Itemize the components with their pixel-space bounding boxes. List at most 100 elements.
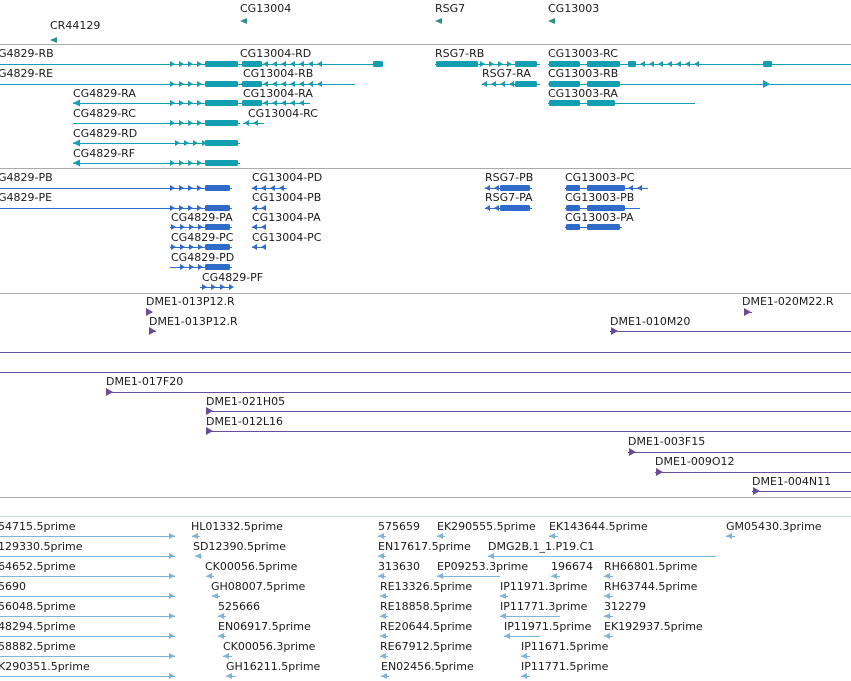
transcript[interactable]: CG13004-RA — [240, 87, 313, 106]
est-feature[interactable]: EN06917.5prime — [218, 620, 311, 639]
transcript[interactable]: CG4829-RD — [73, 127, 240, 147]
transcript[interactable]: CG4829-RA — [73, 87, 240, 107]
feature-label: DME1-004N11 — [752, 475, 831, 488]
est-feature[interactable]: GH08007.5prime — [211, 580, 306, 599]
clone-end-marker — [744, 308, 751, 316]
est-feature[interactable]: 575659 — [378, 520, 420, 539]
est-feature[interactable]: EK290555.5prime — [437, 520, 536, 539]
est-feature[interactable]: EN02456.5prime — [381, 660, 474, 679]
est-feature[interactable]: 54715.5prime — [0, 520, 175, 539]
strand-arrow — [73, 159, 80, 167]
est-feature[interactable]: 48294.5prime — [0, 620, 175, 639]
exon-arrow — [224, 100, 229, 106]
transcript[interactable]: CG13004-RD — [240, 47, 383, 67]
est-feature[interactable]: CK00056.5prime — [205, 560, 298, 579]
exon-block — [628, 61, 636, 67]
est-feature[interactable]: RE20644.5prime — [380, 620, 472, 639]
est-feature[interactable]: DMG2B.1_1.P19.C1 — [488, 540, 716, 559]
exon-arrow — [215, 61, 220, 67]
est-feature[interactable]: RE13326.5prime — [380, 580, 472, 599]
transcript[interactable]: CG13004-RC — [243, 107, 318, 126]
transcript[interactable]: CG13003-PA — [565, 211, 634, 231]
transcript[interactable]: CG13003-RC — [548, 47, 851, 67]
est-feature[interactable]: IP11671.5prime — [521, 640, 609, 659]
exon-arrow — [261, 244, 266, 250]
transcript[interactable]: DME1-003F15 — [628, 435, 851, 456]
est-feature[interactable]: EK192937.5prime — [604, 620, 703, 639]
est-feature[interactable]: RE18858.5prime — [380, 600, 472, 619]
transcript[interactable]: CG13004-PC — [252, 231, 322, 250]
transcript[interactable]: G4829-RE — [0, 67, 240, 87]
est-feature[interactable]: SD12390.5prime — [193, 540, 286, 559]
est-arrow — [378, 533, 384, 539]
transcript[interactable]: RSG7-RA — [482, 67, 540, 87]
transcript[interactable]: CG13003-PC — [565, 171, 648, 191]
est-feature[interactable]: EP09253.3prime — [437, 560, 528, 579]
gene-feature[interactable]: CR44129 — [50, 19, 100, 43]
gene-bar — [435, 18, 442, 24]
transcript[interactable]: CG13004-PD — [252, 171, 322, 191]
est-feature[interactable]: K290351.5prime — [0, 660, 175, 679]
transcript[interactable]: DME1-021H05 — [206, 395, 851, 415]
transcript[interactable]: CG4829-RF — [73, 147, 240, 167]
transcript[interactable]: CG4829-PF — [200, 271, 263, 290]
transcript[interactable]: RSG7-PB — [485, 171, 533, 191]
gene-feature[interactable]: RSG7 — [435, 2, 465, 24]
transcript[interactable]: CG13004-PA — [252, 211, 321, 230]
transcript[interactable]: CG4829-RC — [73, 107, 240, 126]
transcript[interactable]: G4829-PE — [0, 191, 232, 211]
est-feature[interactable]: 313630 — [378, 560, 420, 579]
transcript[interactable]: DME1-013P12.R — [149, 315, 238, 335]
transcript[interactable]: DME1-009O12 — [655, 455, 851, 476]
est-feature[interactable]: IP11971.3prime — [500, 580, 588, 599]
exon-arrow — [202, 284, 207, 290]
feature-label: CG4829-PD — [171, 251, 234, 264]
transcript[interactable]: DME1-004N11 — [752, 475, 851, 495]
est-feature[interactable]: 56048.5prime — [0, 600, 175, 619]
est-feature[interactable]: GH16211.5prime — [226, 660, 321, 679]
transcript[interactable]: CG13004-PB — [252, 191, 321, 211]
gene-feature[interactable]: CG13004 — [240, 2, 291, 24]
est-feature[interactable]: HL01332.5prime — [191, 520, 283, 539]
feature-label: IP11671.5prime — [521, 640, 609, 653]
transcript[interactable]: G4829-PB — [0, 171, 232, 191]
est-feature[interactable]: EK143644.5prime — [549, 520, 648, 539]
transcript[interactable]: CG13004-RB — [240, 67, 355, 88]
exon-arrow — [480, 61, 485, 67]
est-feature[interactable]: 525666 — [218, 600, 260, 619]
transcript[interactable]: CG4829-PA — [170, 211, 233, 230]
est-feature[interactable]: 64652.5prime — [0, 560, 175, 579]
transcript[interactable]: DME1-020M22.R — [742, 295, 834, 316]
transcript[interactable]: CG4829-PD — [170, 251, 234, 270]
est-feature[interactable]: 5690 — [0, 580, 175, 599]
est-feature[interactable]: EN17617.5prime — [378, 540, 471, 559]
est-feature[interactable]: IP11771.5prime — [521, 660, 609, 679]
est-feature[interactable]: CK00056.3prime — [223, 640, 316, 659]
est-feature[interactable]: 58882.5prime — [0, 640, 175, 659]
transcript[interactable]: G4829-RB — [0, 47, 240, 67]
transcript[interactable]: RSG7-RB — [435, 47, 540, 67]
transcript[interactable]: CG13003-RA — [548, 87, 695, 107]
transcript[interactable]: DME1-012L16 — [206, 415, 851, 435]
transcript[interactable]: RSG7-PA — [485, 191, 533, 211]
est-feature[interactable]: IP11771.3prime — [500, 600, 588, 619]
est-feature[interactable]: 196674 — [551, 560, 593, 579]
transcript[interactable]: CG13003-RB — [548, 67, 851, 88]
exon-arrow — [225, 244, 230, 250]
transcript[interactable]: DME1-010M20 — [610, 315, 851, 335]
est-feature[interactable]: 129330.5prime — [0, 540, 175, 559]
transcript[interactable]: CG13003-PB — [565, 191, 640, 212]
gene-feature[interactable]: CG13003 — [548, 2, 599, 24]
est-feature[interactable]: RH63744.5prime — [604, 580, 698, 599]
transcript[interactable]: CG4829-PC — [170, 231, 234, 250]
gene-feature[interactable]: G4829 — [12, 0, 49, 3]
est-feature[interactable]: IP11971.5prime — [504, 620, 592, 639]
est-feature[interactable]: RH66801.5prime — [604, 560, 698, 579]
feature-label: CG4829-PF — [202, 271, 263, 284]
transcript[interactable]: DME1-017F20 — [106, 375, 851, 396]
transcript[interactable]: DME1-013P12.R — [146, 295, 235, 316]
est-feature[interactable]: GM05430.3prime — [726, 520, 822, 539]
est-feature[interactable]: RE67912.5prime — [380, 640, 472, 659]
est-feature[interactable]: 312279 — [604, 600, 646, 619]
